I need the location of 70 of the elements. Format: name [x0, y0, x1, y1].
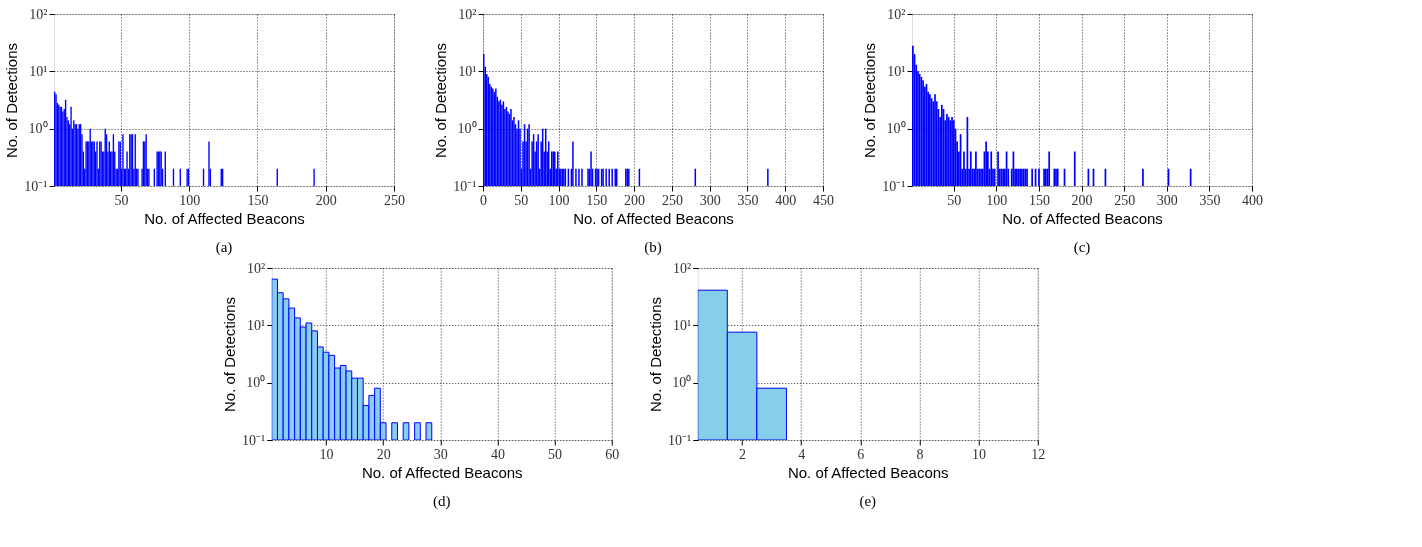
x-tick-label: 50: [114, 192, 129, 208]
y-tick-label: 10²: [458, 6, 477, 22]
y-tick-label: 10¹: [673, 317, 692, 333]
x-tick-label: 400: [775, 192, 797, 208]
x-tick-label: 250: [661, 192, 683, 208]
y-axis-title: No. of Detections: [221, 296, 239, 413]
x-axis-title: No. of Affected Beacons: [573, 209, 734, 227]
y-tick-label: 10⁰: [886, 121, 906, 137]
text: (a): [215, 239, 233, 256]
x-tick-label: 150: [1028, 192, 1050, 208]
x-tick-label: 400: [1242, 192, 1263, 208]
x-tick-label: 6: [857, 446, 865, 462]
y-axis-title: No. of Detections: [861, 42, 879, 159]
x-tick-label: 4: [798, 446, 806, 462]
y-tick-label: 10⁻¹: [668, 432, 692, 448]
x-tick-label: 350: [737, 192, 759, 208]
x-tick-label: 8: [916, 446, 924, 462]
y-tick-label: 10¹: [458, 63, 477, 79]
x-tick-label: 200: [315, 192, 337, 208]
y-tick-label: 10⁻¹: [242, 432, 266, 448]
y-tick-label: 10⁻¹: [882, 178, 906, 194]
x-tick-label: 150: [247, 192, 269, 208]
y-tick-label: 10²: [887, 6, 906, 22]
x-tick-label: 200: [1071, 192, 1093, 208]
x-tick-label: 50: [548, 446, 563, 462]
x-tick-label: 12: [1031, 446, 1046, 462]
x-tick-label: 250: [1114, 192, 1136, 208]
y-tick-label: 10⁰: [457, 121, 477, 137]
x-tick-label: 50: [514, 192, 529, 208]
x-tick-label: 2: [739, 446, 747, 462]
x-axis-title: No. of Affected Beacons: [361, 463, 523, 481]
x-tick-label: 30: [433, 446, 448, 462]
text: (e): [859, 493, 877, 510]
text: (b): [644, 239, 662, 256]
x-axis-title: No. of Affected Beacons: [144, 209, 305, 227]
x-tick-label: 10: [319, 446, 334, 462]
x-tick-label: 350: [1199, 192, 1221, 208]
y-tick-label: 10¹: [887, 63, 906, 79]
y-tick-label: 10¹: [247, 317, 266, 333]
y-axis-title: No. of Detections: [647, 296, 665, 413]
x-tick-label: 450: [813, 192, 834, 208]
text: (c): [1073, 239, 1091, 256]
y-tick-label: 10²: [673, 260, 692, 276]
text: (d): [433, 493, 451, 510]
y-axis-title: No. of Detections: [432, 42, 450, 159]
x-tick-label: 200: [624, 192, 646, 208]
x-tick-label: 10: [972, 446, 987, 462]
x-tick-label: 0: [480, 192, 487, 208]
x-tick-label: 100: [179, 192, 201, 208]
y-tick-label: 10²: [247, 260, 266, 276]
x-axis-title: No. of Affected Beacons: [1002, 209, 1163, 227]
y-tick-label: 10⁻¹: [453, 178, 477, 194]
x-tick-label: 100: [548, 192, 570, 208]
x-tick-label: 250: [384, 192, 405, 208]
x-tick-label: 300: [699, 192, 721, 208]
x-tick-label: 150: [586, 192, 608, 208]
y-tick-label: 10²: [29, 6, 48, 22]
y-tick-label: 10¹: [29, 63, 48, 79]
x-tick-label: 40: [490, 446, 505, 462]
y-axis-title: No. of Detections: [3, 42, 21, 159]
y-tick-label: 10⁰: [246, 375, 266, 391]
y-tick-label: 10⁰: [672, 375, 692, 391]
x-axis-title: No. of Affected Beacons: [787, 463, 949, 481]
x-tick-label: 100: [986, 192, 1008, 208]
x-tick-label: 50: [947, 192, 962, 208]
x-tick-label: 60: [605, 446, 620, 462]
y-tick-label: 10⁻¹: [24, 178, 48, 194]
x-tick-label: 300: [1156, 192, 1178, 208]
x-tick-label: 20: [376, 446, 391, 462]
y-tick-label: 10⁰: [28, 121, 48, 137]
